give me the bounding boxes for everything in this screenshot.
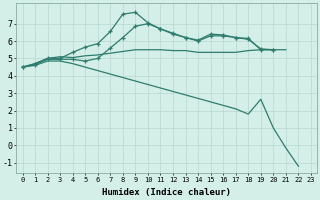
X-axis label: Humidex (Indice chaleur): Humidex (Indice chaleur) (102, 188, 231, 197)
